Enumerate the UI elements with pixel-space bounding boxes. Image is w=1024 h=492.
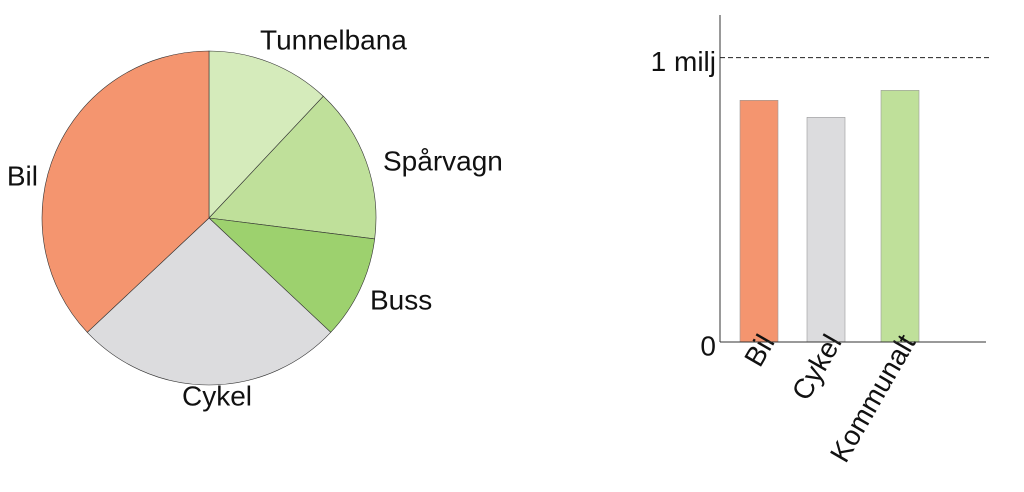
y-tick-label: 1 milj [651, 46, 716, 77]
slice-label: Cykel [182, 380, 252, 411]
pie-slice [208, 95, 377, 240]
bar [880, 90, 920, 343]
pie-slice [208, 50, 324, 219]
slice-label: Spårvagn [383, 145, 503, 176]
pie-slice [208, 217, 376, 333]
bar [806, 117, 846, 343]
slice-label: Buss [370, 284, 432, 315]
x-tick-label: Cykel [786, 329, 848, 405]
slice-label: Tunnelbana [260, 24, 407, 55]
pie-slice [86, 217, 332, 386]
bar [739, 100, 779, 343]
pie-slice [41, 50, 210, 333]
y-tick-label: 0 [700, 330, 716, 361]
slice-label: Bil [7, 160, 38, 191]
